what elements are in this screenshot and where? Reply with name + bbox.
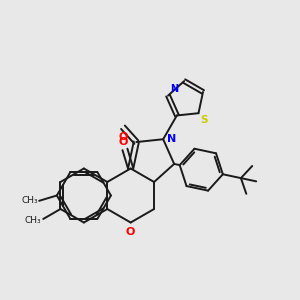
- Text: CH₃: CH₃: [25, 216, 41, 225]
- Text: O: O: [119, 136, 128, 147]
- Text: O: O: [126, 227, 135, 237]
- Text: N: N: [170, 84, 178, 94]
- Text: O: O: [118, 131, 128, 142]
- Text: S: S: [200, 115, 207, 124]
- Text: N: N: [167, 134, 176, 144]
- Text: CH₃: CH₃: [21, 196, 38, 205]
